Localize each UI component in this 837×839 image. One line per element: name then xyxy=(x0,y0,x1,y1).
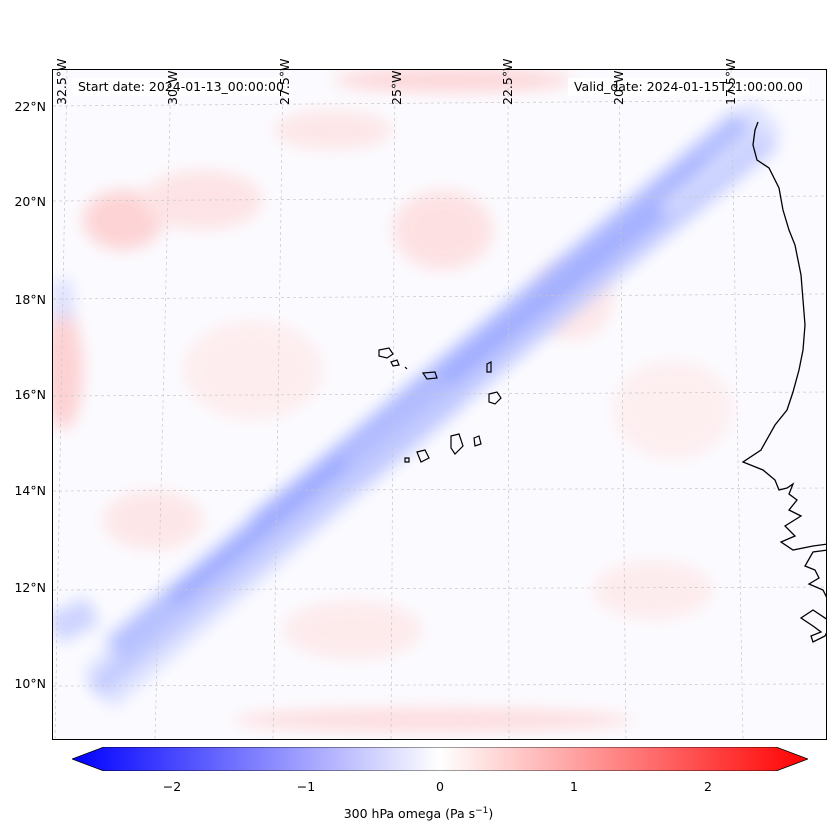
lat-label-14n: 14°N xyxy=(14,483,46,498)
valid-date-label: Valid_date: 2024-01-15T21:00:00.00 xyxy=(567,78,809,96)
colorbar-tick-1: 1 xyxy=(570,779,578,794)
lon-label-25w: 25°W xyxy=(389,70,404,105)
lon-label-32-5w: 32.5°W xyxy=(54,58,69,105)
lon-label-30w: 30°W xyxy=(165,70,180,105)
graticule xyxy=(53,70,826,739)
lon-label-27-5w: 27.5°W xyxy=(277,58,292,105)
lat-label-10n: 10°N xyxy=(14,676,46,691)
colorbar-tick-0: 0 xyxy=(436,779,444,794)
colorbar-tick-2: 2 xyxy=(704,779,712,794)
colorbar xyxy=(72,747,808,771)
colorbar-tick-neg2: −2 xyxy=(162,779,182,794)
omega-field xyxy=(53,70,826,739)
lat-label-20n: 20°N xyxy=(14,194,46,209)
lat-label-22n: 22°N xyxy=(14,99,46,114)
lon-label-17-5w: 17.5°W xyxy=(723,58,738,105)
lat-label-18n: 18°N xyxy=(14,292,46,307)
colorbar-label: 300 hPa omega (Pa s−1) xyxy=(343,806,494,822)
colorbar-tick-neg1: −1 xyxy=(296,779,316,794)
lon-label-20w: 20°W xyxy=(611,70,626,105)
lat-label-12n: 12°N xyxy=(14,580,46,595)
coastline xyxy=(741,121,826,643)
negative-omega-bands xyxy=(53,100,783,710)
map-panel[interactable] xyxy=(52,69,827,740)
lat-label-16n: 16°N xyxy=(14,387,46,402)
start-date-label: Start date: 2024-01-13_00:00:00 xyxy=(72,78,290,96)
islands xyxy=(378,347,502,463)
lon-label-22-5w: 22.5°W xyxy=(500,58,515,105)
